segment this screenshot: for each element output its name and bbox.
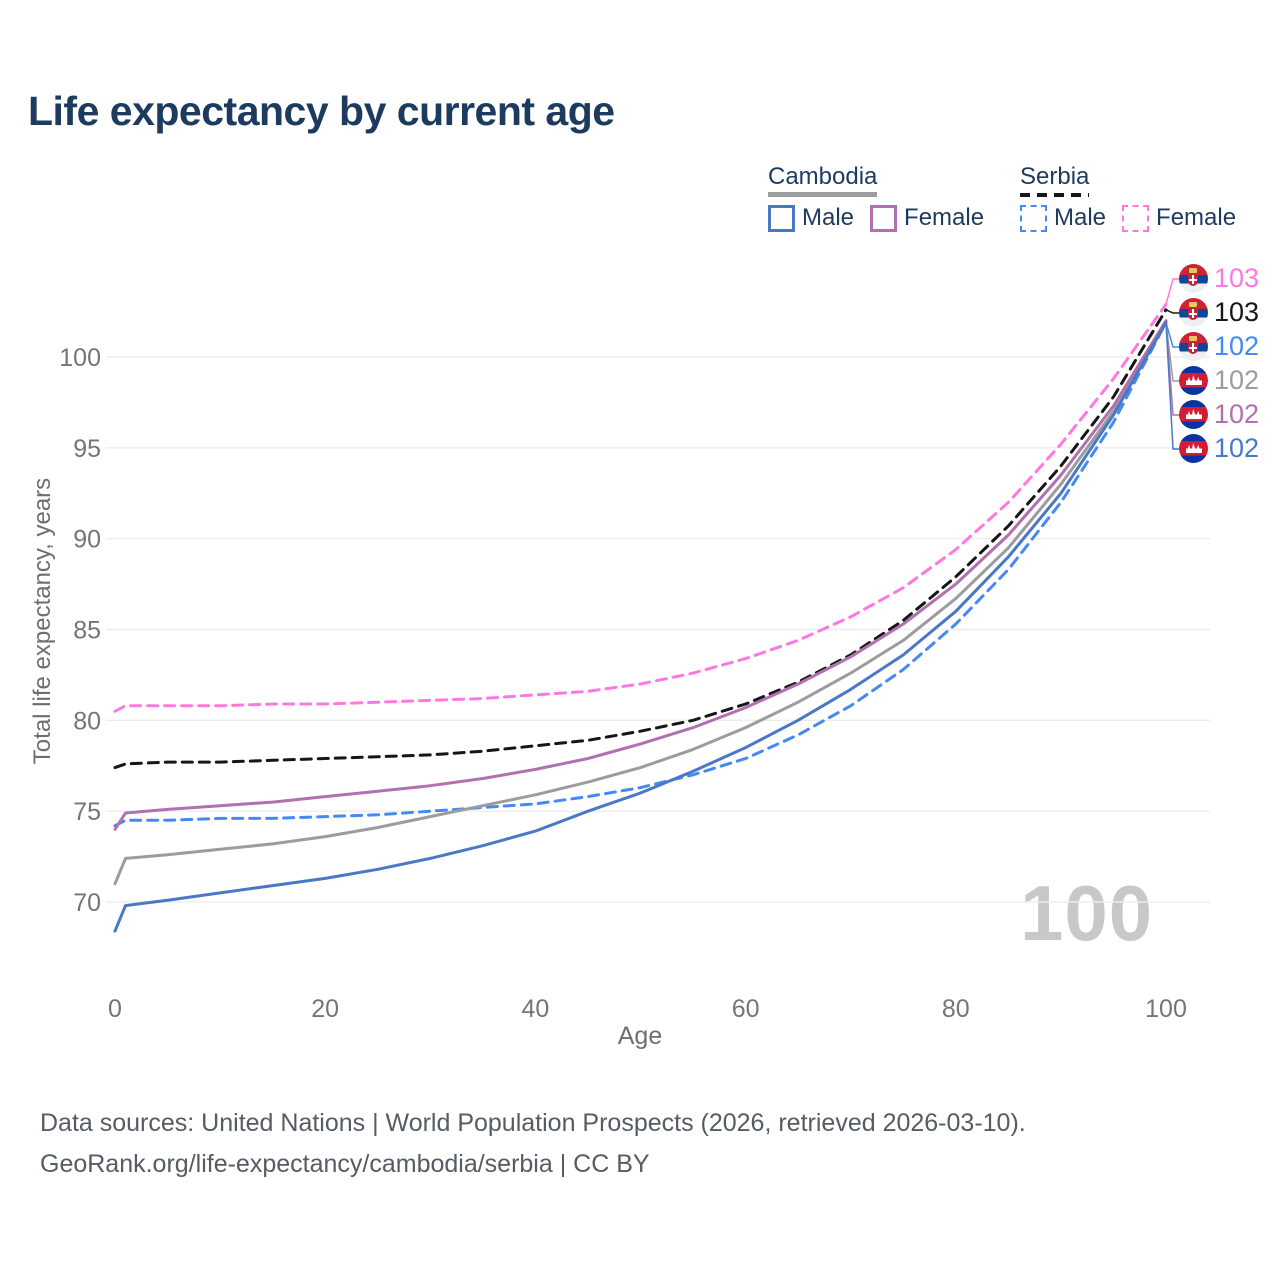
legend-item-cambodia-male[interactable]: Male [768,204,854,232]
series-line-cambodia-female [113,319,1168,831]
chart-title: Life expectancy by current age [28,88,615,134]
hover-age-watermark: 100 [1020,869,1154,957]
legend-group-serbia: Serbia Male Female [1020,163,1236,232]
x-tick-label: 60 [732,995,760,1023]
cambodia-flag-icon [1179,434,1208,463]
x-tick-label: 40 [521,995,549,1023]
legend-group-title-cambodia[interactable]: Cambodia [768,163,878,197]
end-label-row-cambodia-male: 102 [1179,433,1259,464]
legend-group-title-serbia[interactable]: Serbia [1020,163,1090,197]
legend-item-serbia-female[interactable]: Female [1122,204,1236,232]
end-connector-serbia-female [1165,278,1181,305]
serbia-female-swatch-icon [1122,204,1150,232]
end-label-value: 102 [1214,399,1260,429]
x-axis-title: Age [617,1022,663,1050]
end-label-value: 102 [1214,331,1260,361]
footer: Data sources: United Nations | World Pop… [40,1103,1026,1185]
series-line-serbia-male [113,321,1168,828]
serbia-male-swatch-icon [1020,204,1047,232]
end-label-value: 102 [1214,433,1260,463]
cambodia-flag-icon [1179,366,1208,395]
y-tick-label: 90 [73,526,101,554]
x-tick-label: 80 [942,995,970,1023]
cambodia-flag-icon [1179,400,1208,429]
legend-item-label: Male [802,204,855,231]
y-tick-label: 95 [73,435,101,463]
y-tick-label: 75 [73,798,101,826]
end-label-value: 102 [1214,365,1260,395]
end-label-row-serbia-female: 103 [1179,263,1259,294]
footer-line-1: Data sources: United Nations | World Pop… [40,1109,1026,1137]
legend-item-label: Male [1054,204,1107,231]
legend-item-label: Female [904,204,985,231]
end-label-row-serbia-both-sexes: 103 [1179,297,1259,328]
x-tick-label: 0 [108,995,122,1023]
end-label-value: 103 [1214,297,1260,327]
cambodia-female-swatch-icon [870,204,898,232]
legend-items-serbia: Male Female [1020,204,1236,232]
legend-item-cambodia-female[interactable]: Female [870,204,984,232]
y-tick-label: 70 [73,889,101,917]
end-label-row-cambodia-female: 102 [1179,399,1259,430]
serbia-flag-icon [1179,264,1208,293]
legend-items-cambodia: Male Female [768,204,984,232]
series-line-cambodia-both-sexes [113,321,1168,886]
x-tick-label: 20 [311,995,339,1023]
end-label-row-serbia-male: 102 [1179,331,1259,362]
cambodia-male-swatch-icon [768,204,795,232]
series-line-cambodia-male [113,321,1168,933]
legend-item-serbia-male[interactable]: Male [1020,204,1106,232]
end-label-value: 103 [1214,263,1260,293]
series-line-serbia-female [113,302,1168,713]
footer-line-2: GeoRank.org/life-expectancy/cambodia/ser… [40,1150,650,1178]
serbia-flag-icon [1179,298,1208,327]
end-connector-serbia-both-sexes [1165,309,1181,314]
end-label-row-cambodia-both-sexes: 102 [1179,365,1259,396]
series-line-serbia-both-sexes [113,308,1168,770]
legend-item-label: Female [1156,204,1237,231]
end-connector-serbia-male [1165,322,1181,348]
y-tick-label: 85 [73,617,101,645]
serbia-flag-icon [1179,332,1208,361]
y-tick-label: 100 [59,344,101,372]
legend-group-cambodia: Cambodia Male Female [768,163,984,232]
x-tick-label: 100 [1145,995,1187,1023]
y-tick-label: 80 [73,707,101,735]
